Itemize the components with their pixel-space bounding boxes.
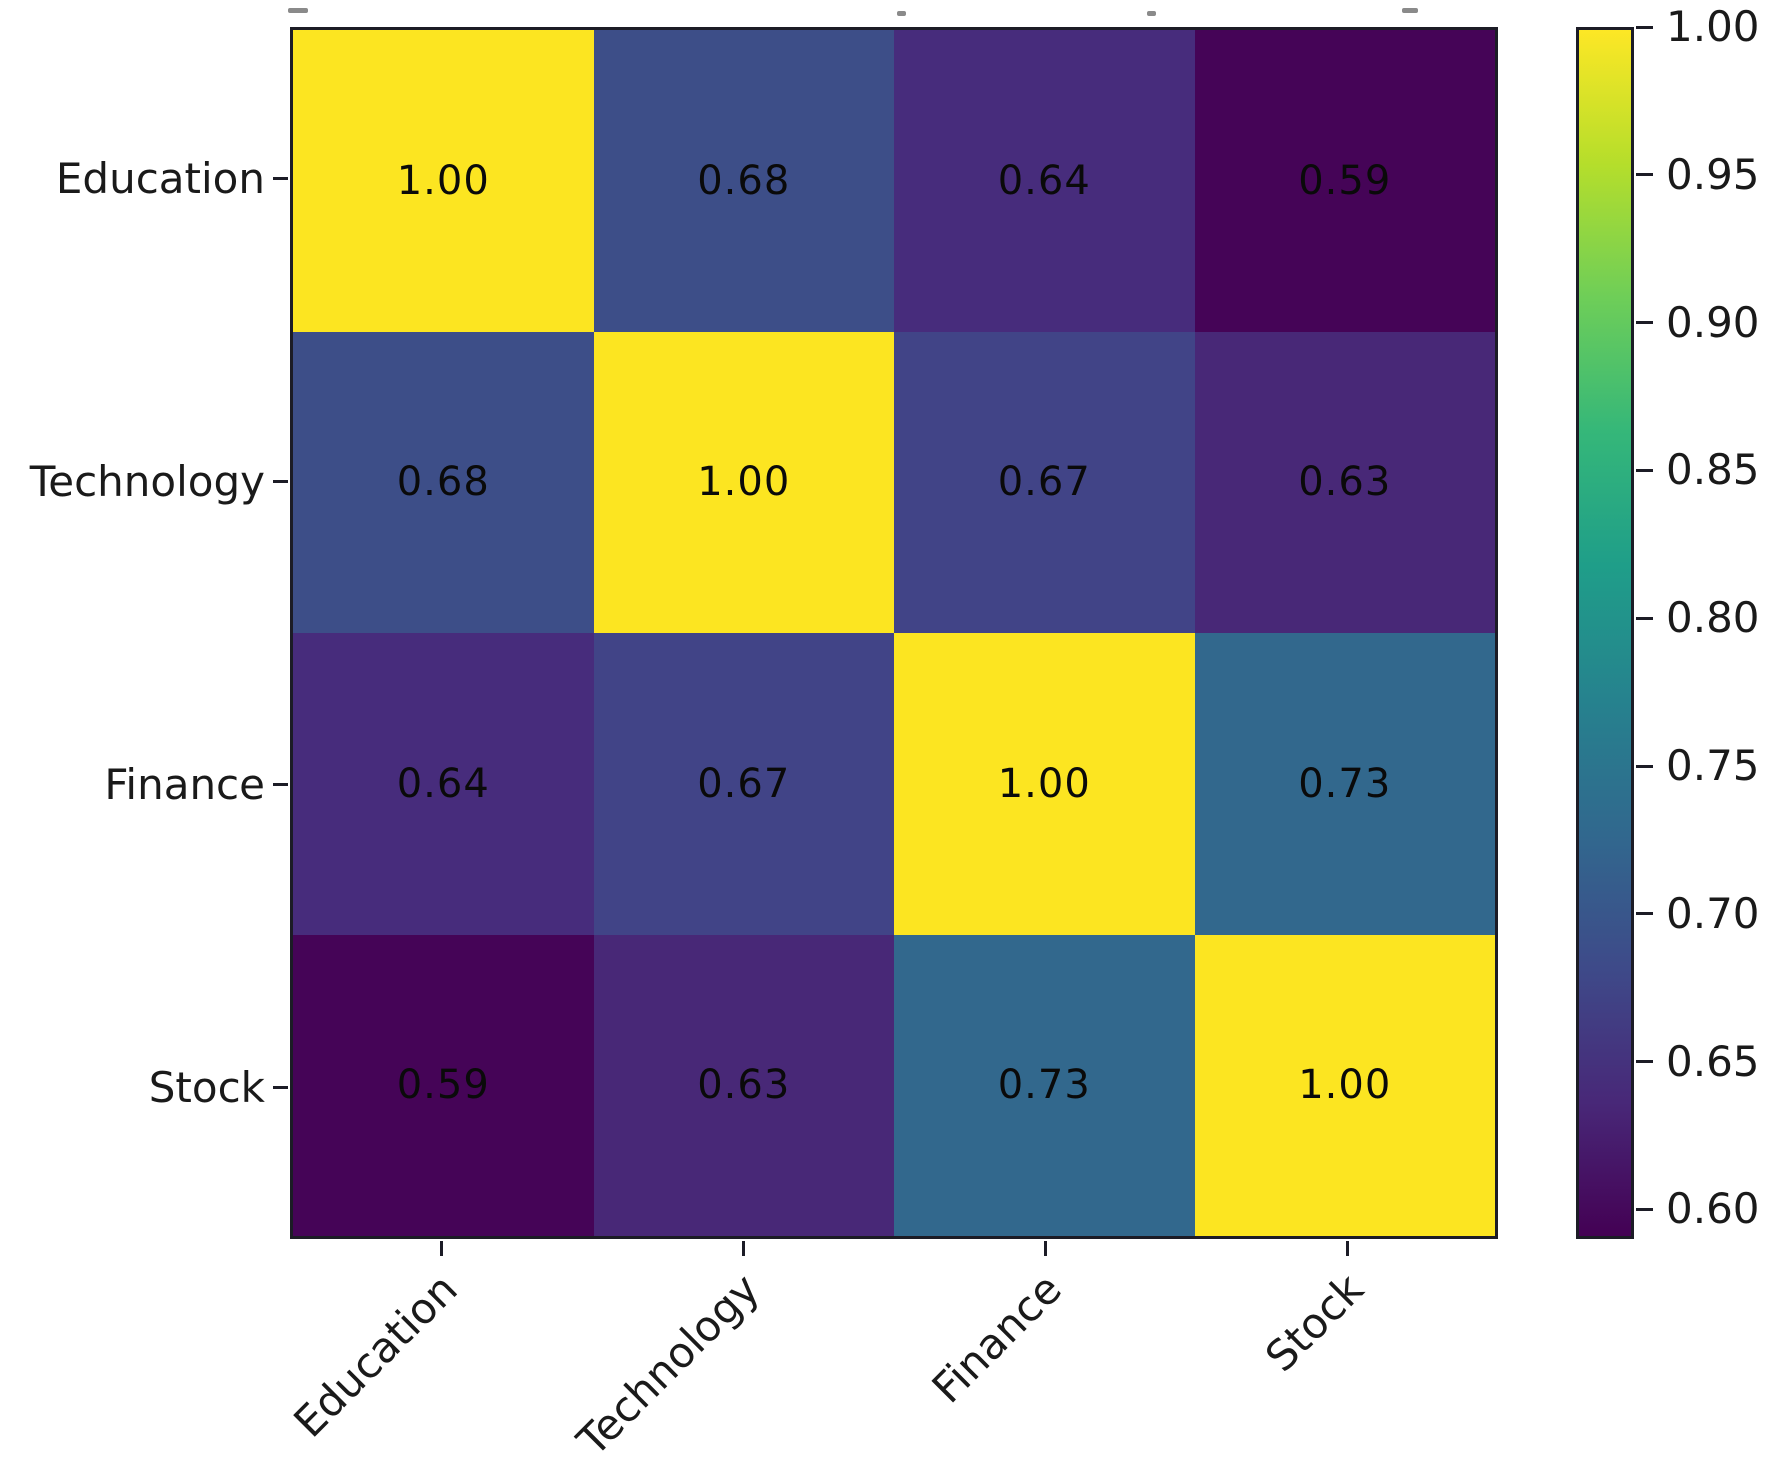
y-tick-mark [273, 783, 288, 786]
colorbar-tick-mark [1636, 616, 1653, 620]
colorbar-tick-mark [1636, 1060, 1653, 1064]
heatmap-cell: 1.00 [293, 30, 594, 332]
y-tick-label: Technology [29, 456, 265, 506]
colorbar [1576, 27, 1634, 1239]
colorbar-tick-mark [1636, 912, 1653, 916]
x-tick-label: Technology [567, 1264, 769, 1466]
y-tick-label: Stock [148, 1062, 265, 1112]
x-tick-label: Education [284, 1264, 467, 1447]
heatmap-cell: 1.00 [1194, 934, 1495, 1236]
heatmap-cell: 1.00 [593, 331, 894, 633]
colorbar-tick-mark [1636, 468, 1653, 472]
colorbar-tick-label: 0.75 [1666, 741, 1760, 791]
heatmap-cell: 1.00 [894, 633, 1195, 935]
colorbar-tick-label: 0.70 [1666, 888, 1760, 938]
heatmap-cell: 0.59 [293, 934, 594, 1236]
heatmap-cell: 0.73 [894, 934, 1195, 1236]
x-tick-mark [1345, 1241, 1349, 1256]
heatmap-cell: 0.67 [593, 633, 894, 935]
colorbar-tick-label: 0.85 [1666, 445, 1760, 495]
heatmap-cell: 0.67 [894, 331, 1195, 633]
colorbar-tick-mark [1636, 764, 1653, 768]
x-tick-mark [1043, 1241, 1047, 1256]
heatmap-cell: 0.73 [1194, 633, 1495, 935]
colorbar-tick-label: 0.95 [1666, 149, 1760, 199]
heatmap-cell: 0.68 [593, 30, 894, 332]
y-tick-mark [273, 1086, 288, 1089]
heatmap-cell: 0.63 [593, 934, 894, 1236]
colorbar-tick-label: 0.65 [1666, 1036, 1760, 1086]
y-tick-mark [273, 480, 288, 483]
heatmap-grid: 1.00 0.68 0.64 0.59 0.68 1.00 0.67 0.63 0.64 0.67… [290, 27, 1498, 1239]
x-tick-label: Finance [922, 1264, 1071, 1413]
top-crop-artifact [897, 11, 906, 16]
top-crop-artifact [1402, 8, 1418, 13]
x-tick-mark [439, 1241, 443, 1256]
x-tick-mark [741, 1241, 745, 1256]
colorbar-tick-label: 1.00 [1666, 2, 1760, 51]
y-tick-label: Finance [104, 759, 265, 809]
x-tick-label: Stock [1255, 1264, 1373, 1382]
heatmap-cell: 0.59 [1194, 30, 1495, 332]
colorbar-tick-label: 0.80 [1666, 593, 1760, 643]
y-tick-mark [273, 177, 288, 180]
heatmap-cell: 0.64 [293, 633, 594, 935]
heatmap-cell: 0.63 [1194, 331, 1495, 633]
colorbar-tick-label: 0.60 [1666, 1184, 1760, 1234]
heatmap-cell: 0.68 [293, 331, 594, 633]
y-tick-label: Education [55, 153, 265, 203]
colorbar-tick-mark [1636, 1207, 1653, 1211]
colorbar-tick-mark [1636, 321, 1653, 325]
colorbar-tick-mark [1636, 25, 1653, 29]
heatmap-cell: 0.64 [894, 30, 1195, 332]
colorbar-tick-label: 0.90 [1666, 297, 1760, 347]
top-crop-artifact [288, 8, 308, 13]
top-crop-artifact [1147, 11, 1156, 16]
colorbar-tick-mark [1636, 173, 1653, 177]
